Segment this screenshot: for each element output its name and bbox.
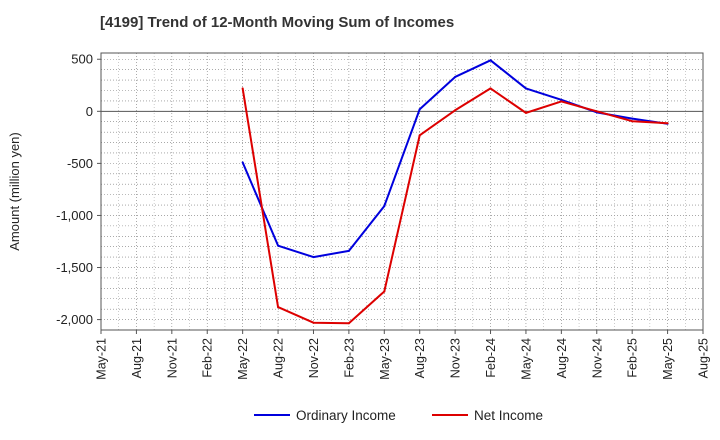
y-axis: 500 0 -500 -1,000 -1,500 -2,000 (56, 52, 101, 327)
data-point-ordinary-income (454, 75, 457, 78)
x-axis: May-21 Aug-21 Nov-21 Feb-22 May-22 Aug-22 Nov-… (95, 330, 711, 380)
legend-label-ordinary-income: Ordinary Income (296, 408, 396, 423)
x-tick-label: Feb-24 (484, 338, 498, 378)
x-tick-label: Feb-22 (201, 338, 215, 378)
x-tick-label: Nov-22 (307, 338, 321, 378)
data-point-net-income (277, 306, 280, 309)
data-point-net-income (312, 321, 315, 324)
y-axis-label: Amount (million yen) (7, 132, 22, 251)
data-point-ordinary-income (312, 256, 315, 259)
data-point-net-income (666, 122, 669, 125)
data-point-net-income (418, 134, 421, 137)
x-tick-label: May-22 (236, 338, 250, 380)
x-tick-label: Aug-22 (272, 338, 286, 378)
grid (100, 53, 704, 331)
data-point-ordinary-income (560, 98, 563, 101)
y-tick-label: -1,500 (56, 260, 93, 275)
series-line-net-income (241, 87, 668, 325)
data-point-ordinary-income (418, 108, 421, 111)
data-point-net-income (347, 322, 350, 325)
data-point-ordinary-income (347, 249, 350, 252)
y-tick-label: 0 (86, 104, 93, 119)
x-tick-label: Nov-23 (449, 338, 463, 378)
data-point-ordinary-income (489, 59, 492, 62)
data-point-ordinary-income (631, 117, 634, 120)
plot-frame (100, 52, 704, 331)
data-point-ordinary-income (277, 244, 280, 247)
data-point-net-income (631, 120, 634, 123)
x-tick-label: Aug-25 (697, 338, 711, 378)
data-point-net-income (560, 100, 563, 103)
x-tick-label: May-21 (95, 338, 109, 380)
y-tick-label: -2,000 (56, 312, 93, 327)
legend-label-net-income: Net Income (474, 408, 543, 423)
y-tick-label: 500 (71, 52, 93, 67)
data-point-net-income (595, 110, 598, 113)
data-point-ordinary-income (524, 87, 527, 90)
x-tick-label: May-23 (378, 338, 392, 380)
data-point-ordinary-income (383, 205, 386, 208)
x-tick-label: May-24 (519, 338, 533, 380)
x-tick-label: Nov-24 (590, 338, 604, 378)
legend: Ordinary Income Net Income (254, 408, 543, 423)
data-point-net-income (454, 109, 457, 112)
data-point-net-income (524, 111, 527, 114)
x-tick-label: Aug-23 (413, 338, 427, 378)
series-layer (241, 59, 669, 325)
x-tick-label: Feb-25 (626, 338, 640, 378)
y-tick-label: -1,000 (56, 208, 93, 223)
chart-title: [4199] Trend of 12-Month Moving Sum of I… (100, 14, 455, 31)
y-tick-label: -500 (67, 156, 93, 171)
data-point-net-income (383, 290, 386, 293)
x-tick-label: Nov-21 (165, 338, 179, 378)
data-point-net-income (489, 87, 492, 90)
data-point-net-income (241, 87, 244, 90)
x-tick-label: May-25 (661, 338, 675, 380)
x-tick-label: Aug-21 (130, 338, 144, 378)
x-tick-label: Aug-24 (555, 338, 569, 378)
x-tick-label: Feb-23 (342, 338, 356, 378)
data-point-ordinary-income (241, 161, 244, 164)
